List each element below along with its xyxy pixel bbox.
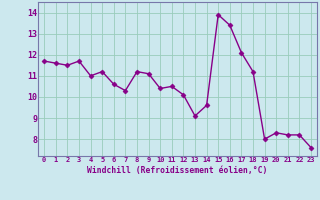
X-axis label: Windchill (Refroidissement éolien,°C): Windchill (Refroidissement éolien,°C) <box>87 166 268 175</box>
